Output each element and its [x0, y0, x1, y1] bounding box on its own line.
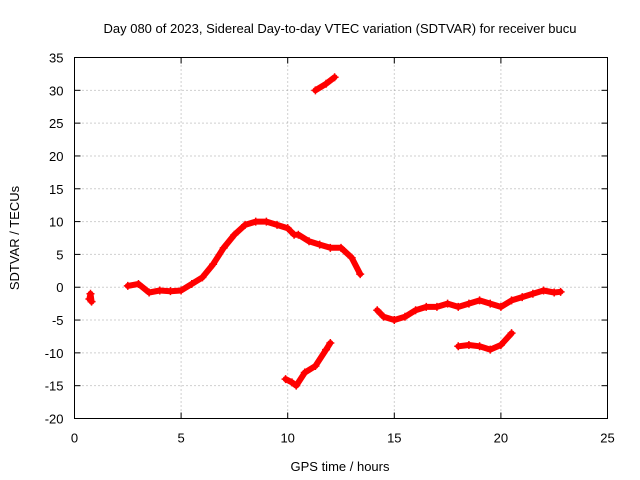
sdtvar-point: [322, 79, 331, 88]
sdtvar-point: [198, 273, 207, 282]
sdtvar-point: [294, 230, 303, 239]
sdtvar-point: [134, 279, 143, 288]
y-axis-label: SDTVAR / TECUs: [7, 185, 22, 290]
sdtvar-point: [507, 296, 516, 305]
y-tick-label: 10: [49, 215, 63, 230]
sdtvar-point: [273, 220, 282, 229]
y-tick-label: 5: [56, 247, 63, 262]
sdtvar-point: [496, 340, 505, 349]
sdtvar-point: [219, 243, 228, 252]
sdtvar-point: [539, 286, 548, 295]
sdtvar-point: [311, 86, 320, 95]
y-tick-label: -5: [52, 313, 64, 328]
sdtvar-point: [496, 302, 505, 311]
sdtvar-point: [166, 287, 175, 296]
sdtvar-point: [518, 293, 527, 302]
x-tick-label: 15: [387, 431, 401, 446]
sdtvar-point: [373, 306, 382, 315]
sdtvar-point: [337, 243, 345, 252]
sdtvar-point: [187, 279, 196, 288]
sdtvar-point: [209, 260, 218, 269]
y-tick-label: 20: [49, 149, 63, 164]
sdtvar-point: [330, 73, 339, 82]
sdtvar-point: [287, 378, 296, 387]
sdtvar-trace-segment: [124, 218, 364, 296]
x-tick-label: 0: [71, 431, 78, 446]
y-tick-label: 30: [49, 83, 63, 98]
sdtvar-point: [326, 339, 335, 348]
sdtvar-point: [390, 316, 399, 325]
tick-layer: 0 5 10 15 20 25 -20 -15 -10 -5 0 5 10 15 20 25 30 35: [45, 51, 615, 446]
sdtvar-point: [230, 230, 239, 239]
grid-layer: [74, 57, 608, 419]
sdtvar-point: [177, 286, 186, 295]
y-tick-label: 0: [56, 280, 63, 295]
sdtvar-point: [123, 281, 132, 290]
sdtvar-point: [528, 289, 537, 298]
sdtvar-point: [300, 368, 309, 377]
sdtvar-point: [262, 217, 271, 226]
sdtvar-point: [145, 288, 154, 297]
plot-frame: [74, 57, 608, 419]
sdtvar-point: [315, 240, 324, 249]
y-tick-label: 15: [49, 182, 63, 197]
y-tick-label: -20: [45, 412, 64, 427]
x-axis-label: GPS time / hours: [291, 459, 390, 474]
data-layer: [85, 73, 565, 390]
sdtvar-point: [464, 299, 473, 308]
sdtvar-point: [379, 312, 388, 321]
sdtvar-point: [322, 345, 331, 354]
sdtvar-point: [486, 345, 495, 354]
sdtvar-point: [454, 302, 463, 311]
x-tick-label: 25: [600, 431, 614, 446]
sdtvar-point: [87, 297, 96, 306]
sdtvar-point: [556, 287, 565, 296]
x-tick-label: 20: [494, 431, 508, 446]
sdtvar-point: [356, 270, 365, 279]
chart-title: Day 080 of 2023, Sidereal Day-to-day VTE…: [103, 21, 576, 36]
x-tick-label: 10: [280, 431, 294, 446]
sdtvar-point: [475, 342, 484, 351]
sdtvar-point: [411, 306, 420, 315]
sdtvar-point: [251, 217, 260, 226]
sdtvar-point: [241, 220, 250, 229]
sdtvar-point: [486, 299, 495, 308]
sdtvar-point: [311, 361, 320, 370]
sdtvar-point: [443, 299, 452, 308]
sdtvar-point: [464, 340, 473, 349]
sdtvar-point: [454, 342, 463, 351]
sdtvar-point: [507, 329, 516, 338]
sdtvar-point: [281, 375, 290, 384]
sdtvar-point: [475, 296, 484, 305]
y-tick-label: -15: [45, 379, 64, 394]
sdtvar-point: [347, 253, 356, 262]
sdtvar-trace-segment: [455, 330, 515, 353]
sdtvar-point: [292, 381, 301, 390]
y-tick-label: -10: [45, 346, 64, 361]
sdtvar-point: [432, 302, 441, 311]
sdtvar-point: [155, 286, 164, 295]
y-tick-label: 35: [49, 51, 63, 66]
sdtvar-point: [283, 224, 292, 233]
x-tick-label: 5: [177, 431, 184, 446]
sdtvar-point: [326, 243, 335, 252]
sdtvar-point: [86, 289, 95, 298]
sdtvar-point: [422, 302, 431, 311]
sdtvar-point: [400, 312, 409, 321]
y-tick-label: 25: [49, 116, 63, 131]
sdtvar-point: [305, 237, 314, 246]
